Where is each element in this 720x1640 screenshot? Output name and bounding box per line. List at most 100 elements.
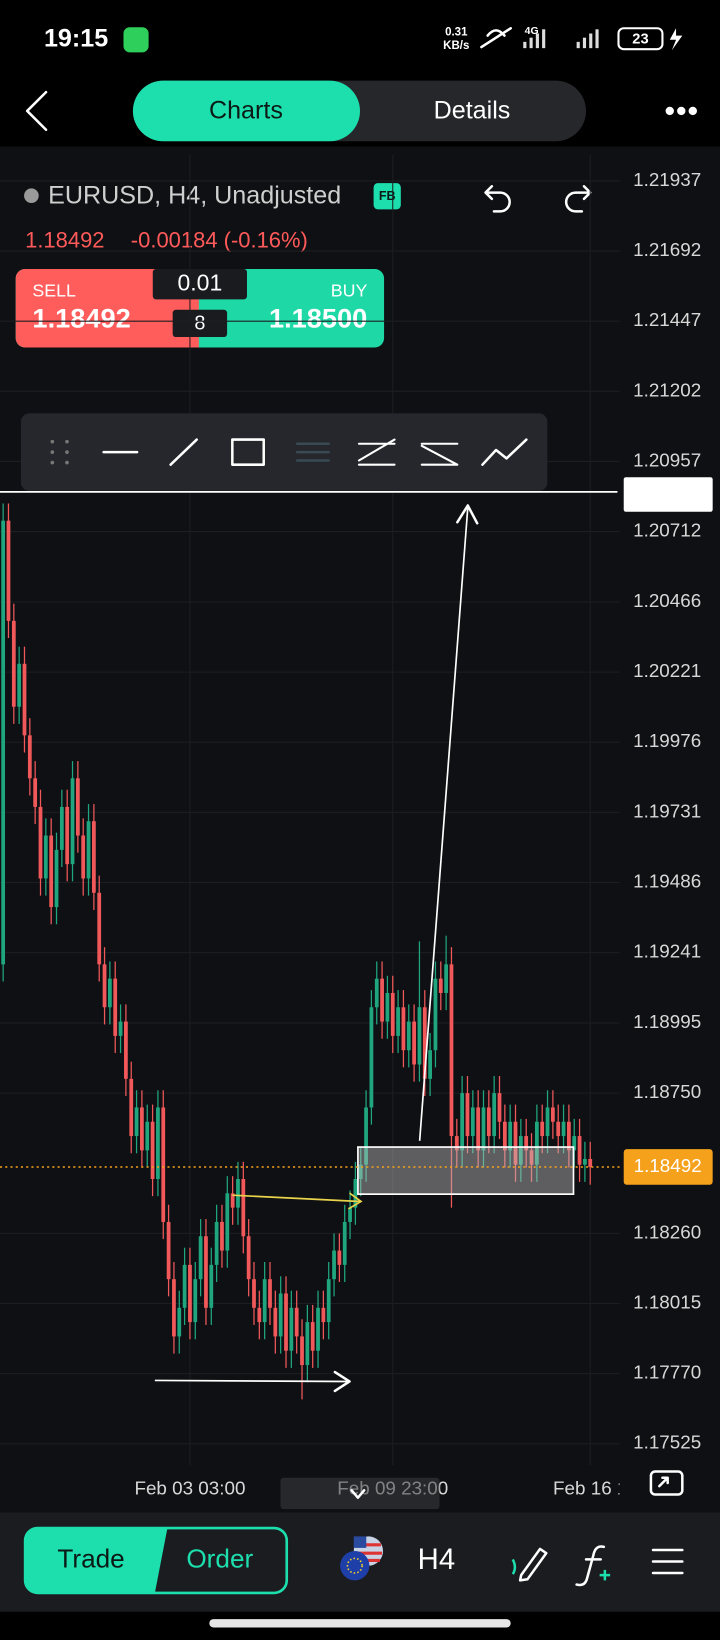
candle-body	[380, 978, 384, 1022]
y-tick-label: 1.20957	[633, 449, 701, 470]
spread-box	[172, 309, 228, 338]
candle-body	[374, 978, 379, 1008]
y-tick-label: 1.20466	[633, 590, 701, 611]
y-tick-label: 1.19486	[633, 870, 701, 891]
y-tick-label: 1.21937	[633, 169, 701, 190]
app-icon	[123, 27, 149, 53]
candle-body	[561, 1121, 566, 1137]
candle-body	[236, 1178, 240, 1208]
candle-body	[284, 1293, 288, 1351]
currency-flags[interactable]	[340, 1536, 384, 1581]
candle-body	[59, 806, 64, 850]
trade-tab[interactable]: Trade	[57, 1543, 124, 1573]
tab-details[interactable]: Details	[434, 97, 511, 125]
candle-body	[273, 1307, 278, 1337]
tab-active[interactable]	[132, 80, 360, 142]
candle-body	[161, 1107, 166, 1222]
quote-price: 1.18492	[25, 228, 104, 253]
candle-body	[460, 1093, 465, 1151]
y-tick-label: 1.20221	[633, 660, 701, 681]
menu-button[interactable]	[651, 1548, 684, 1575]
candle-body	[182, 1264, 187, 1308]
candle-body	[124, 1021, 128, 1079]
order-tab[interactable]: Order	[186, 1543, 253, 1573]
candle-body	[33, 778, 38, 807]
candle-body	[214, 1221, 219, 1265]
candle-body	[385, 992, 390, 1022]
timeframe[interactable]: H4	[418, 1543, 455, 1576]
candle-body	[321, 1307, 326, 1323]
candle-body	[326, 1279, 331, 1323]
collapse-chevron[interactable]	[350, 1489, 366, 1499]
candle-body	[476, 1107, 481, 1151]
candle-body	[470, 1107, 475, 1137]
candle-body	[513, 1121, 518, 1165]
more-menu[interactable]	[665, 106, 697, 116]
y-tick-label: 1.20712	[633, 520, 701, 541]
grid	[0, 154, 620, 1466]
status-dot	[24, 188, 39, 204]
candle-body	[129, 1078, 134, 1137]
draw-button[interactable]	[511, 1547, 548, 1582]
lot[interactable]: 0.01	[177, 270, 222, 296]
candle-body	[428, 1050, 433, 1079]
candle-body	[49, 835, 54, 908]
candle-body	[486, 1107, 491, 1137]
draw-tools[interactable]	[50, 438, 528, 466]
candle-body	[166, 1221, 171, 1280]
y-tick-label: 1.21692	[633, 239, 701, 260]
candle-body	[550, 1107, 555, 1122]
sell-price: 1.18492	[32, 302, 130, 333]
candle-body	[97, 892, 102, 965]
candle-body	[294, 1307, 299, 1337]
candle-body	[113, 978, 118, 1036]
buy-price: 1.18500	[269, 302, 367, 333]
candle-body	[204, 1236, 208, 1308]
candle-body	[422, 1007, 427, 1079]
candle-body	[17, 663, 22, 707]
y-tick-label: 1.18260	[633, 1221, 701, 1242]
candle-body	[567, 1121, 571, 1151]
tab-charts[interactable]: Charts	[209, 97, 283, 125]
sell-label: SELL	[32, 281, 76, 301]
candle-body	[572, 1136, 577, 1151]
candle-body	[225, 1193, 230, 1251]
candle-body	[241, 1178, 246, 1237]
candle-body	[534, 1121, 539, 1165]
undo[interactable]	[484, 185, 511, 213]
candle-body	[65, 806, 70, 865]
candles	[1, 503, 593, 1400]
candle-body	[332, 1250, 336, 1280]
candle-body	[364, 1107, 368, 1165]
candle-body	[529, 1150, 534, 1165]
candle-body	[246, 1236, 251, 1280]
draw-toolbar	[20, 413, 548, 491]
candle-body	[353, 1178, 358, 1208]
candle-body	[134, 1107, 139, 1137]
candle-body	[27, 735, 32, 779]
candle-body	[91, 821, 96, 893]
back-button[interactable]	[25, 90, 48, 132]
candle-body	[11, 620, 16, 707]
candle-body	[348, 1207, 352, 1222]
screenshot-button[interactable]	[649, 1470, 684, 1496]
candle-body	[102, 964, 107, 1008]
candle-body	[583, 1158, 587, 1165]
candle-body	[577, 1136, 582, 1165]
indicator-button[interactable]	[575, 1545, 611, 1587]
candle-body	[268, 1279, 272, 1308]
candle-body	[342, 1221, 347, 1265]
candle-body	[188, 1264, 192, 1323]
mode-active[interactable]	[25, 1528, 168, 1593]
chart-background	[0, 146, 720, 1513]
lot-box[interactable]	[152, 268, 247, 300]
candle-body	[70, 778, 75, 865]
candle-body	[54, 849, 59, 908]
x-tick-label: Feb 16 1	[553, 1477, 627, 1498]
candle-body	[150, 1121, 155, 1179]
charging-icon	[669, 28, 683, 51]
candle-body	[252, 1279, 256, 1308]
net-speed: 0.31	[445, 26, 468, 38]
battery	[617, 27, 664, 51]
candle-body	[230, 1193, 235, 1208]
